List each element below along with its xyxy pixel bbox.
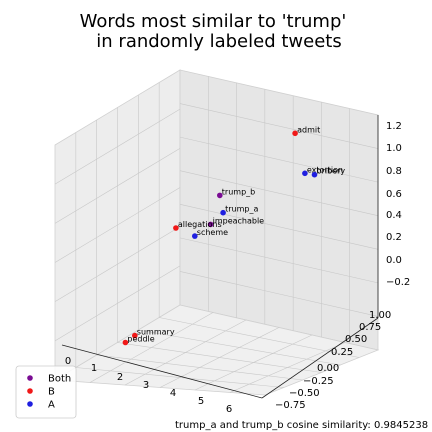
z-tick-label: 0.2 bbox=[386, 232, 402, 243]
data-point-allegations bbox=[173, 225, 179, 231]
z-tick-label: −0.2 bbox=[386, 277, 410, 288]
x-tick-label: 2 bbox=[117, 372, 123, 383]
grid-line bbox=[229, 342, 346, 393]
chart-title: Words most similar to 'trump' in randoml… bbox=[80, 11, 347, 52]
legend-label-both: Both bbox=[48, 374, 71, 385]
grid-line bbox=[179, 103, 379, 149]
z-tick-label: 1.2 bbox=[386, 121, 402, 132]
point-label-trump-b: trump_b bbox=[222, 187, 255, 196]
point-label-extortion: extortion bbox=[307, 165, 343, 174]
point-label-impeachable: impeachable bbox=[213, 216, 265, 225]
z-tick-label: 0.0 bbox=[386, 255, 402, 266]
x-tick-label: 5 bbox=[198, 396, 204, 407]
legend: Both BA bbox=[15, 365, 77, 419]
data-point-admit bbox=[292, 130, 298, 137]
x-tick-label: 4 bbox=[170, 388, 176, 399]
grid-line bbox=[179, 203, 379, 250]
x-axis-ticks: 0 1 2 3 4 5 6 bbox=[65, 356, 232, 415]
legend-marker-b bbox=[27, 388, 33, 394]
legend-label-b: B bbox=[48, 387, 55, 398]
legend-items: Both BA bbox=[27, 374, 71, 411]
x-tick-label: 3 bbox=[143, 380, 149, 391]
point-label-scheme: scheme bbox=[197, 228, 228, 237]
y-tick-label: 0.50 bbox=[345, 334, 367, 345]
point-label-summary: summary bbox=[137, 328, 175, 337]
point-label-trump-a: trump_a bbox=[225, 205, 258, 214]
chart-title-line-1: Words most similar to 'trump' bbox=[80, 11, 347, 32]
y-axis-line bbox=[261, 317, 379, 399]
axes-3d bbox=[53, 69, 380, 399]
grid-line bbox=[54, 265, 181, 342]
x-axis-line bbox=[61, 344, 263, 399]
z-tick-label: 1.0 bbox=[386, 143, 402, 154]
y-tick-label: 0.25 bbox=[331, 347, 353, 358]
point-label-allegations: allegations bbox=[178, 220, 222, 229]
y-tick-label: −0.50 bbox=[289, 388, 320, 399]
data-points: trump_b impeachable admit allegations summar… bbox=[122, 125, 346, 346]
data-point-bribery bbox=[311, 171, 318, 178]
data-point-impeachable bbox=[207, 221, 214, 228]
z-tick-label: 0.8 bbox=[386, 166, 402, 177]
x-tick-label: 1 bbox=[91, 363, 97, 374]
z-tick-label: 0.4 bbox=[386, 210, 402, 221]
x-tick-label: 0 bbox=[65, 356, 71, 367]
z-tick-label: 0.6 bbox=[386, 189, 402, 200]
point-label-peddle: peddle bbox=[127, 335, 154, 344]
data-point-peddle bbox=[122, 339, 129, 346]
y-tick-label: 0.00 bbox=[317, 363, 339, 374]
data-point-trump-a bbox=[220, 209, 226, 216]
similarity-footnote: trump_a and trump_b cosine similarity: 0… bbox=[175, 420, 428, 431]
y-tick-label: −0.25 bbox=[303, 376, 334, 387]
data-point-scheme bbox=[192, 233, 198, 239]
y-tick-label: −0.75 bbox=[275, 400, 306, 411]
data-point-trump-b bbox=[217, 192, 223, 199]
grid-line bbox=[179, 136, 379, 183]
legend-marker-both bbox=[27, 375, 33, 381]
data-point-summary bbox=[132, 332, 138, 339]
data-point-extortion bbox=[302, 170, 308, 177]
y-axis-ticks: −0.75 −0.50 −0.25 0.00 0.25 0.50 0.75 1.… bbox=[275, 310, 391, 411]
grid-lines bbox=[54, 76, 379, 393]
right-back-pane bbox=[179, 69, 379, 351]
grid-line bbox=[179, 170, 379, 217]
x-tick-label: 6 bbox=[226, 404, 232, 415]
grid-line bbox=[179, 271, 379, 317]
z-axis-ticks: −0.2 0.0 0.2 0.4 0.6 0.8 1.0 1.2 bbox=[386, 121, 410, 288]
point-label-bribery: bribery bbox=[317, 167, 346, 176]
point-label-admit: admit bbox=[297, 125, 320, 134]
y-tick-label: 1.00 bbox=[369, 310, 391, 321]
chart-title-line-2: in randomly labeled tweets bbox=[96, 31, 341, 52]
y-tick-label: 0.75 bbox=[359, 322, 381, 333]
legend-marker-a bbox=[27, 401, 33, 407]
grid-line bbox=[179, 237, 379, 284]
legend-label-a: A bbox=[48, 400, 55, 411]
